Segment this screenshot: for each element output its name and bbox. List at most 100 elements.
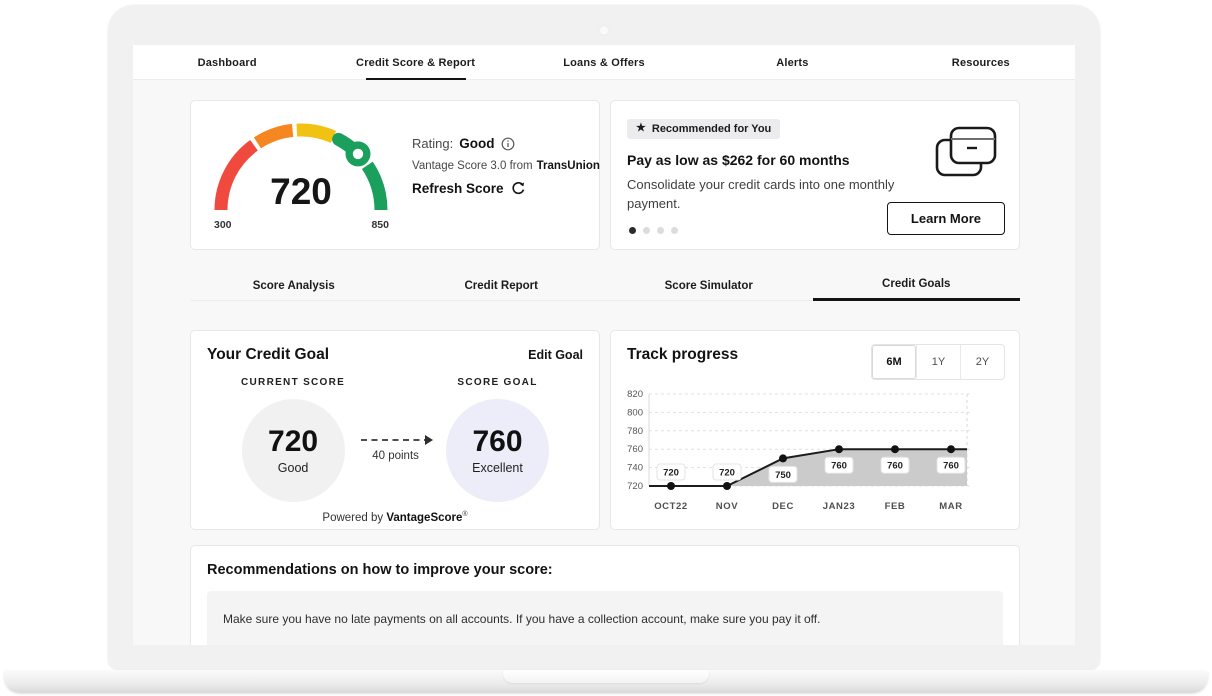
svg-text:760: 760 (887, 461, 903, 472)
gauge-segment-red (214, 140, 258, 211)
laptop-screen: Dashboard Credit Score & Report Loans & Of… (108, 5, 1100, 670)
svg-text:750: 750 (775, 470, 791, 481)
svg-text:OCT22: OCT22 (654, 501, 688, 512)
laptop-base (4, 670, 1208, 693)
tab-score-analysis[interactable]: Score Analysis (252, 279, 335, 292)
recommendations-list: Make sure you have no late payments on a… (207, 591, 1003, 645)
score-row: 720 300 850 Rating: Good (190, 100, 1020, 250)
svg-text:720: 720 (663, 468, 679, 479)
svg-text:740: 740 (627, 463, 643, 474)
gauge-max-label: 850 (371, 219, 389, 231)
provider-prefix: Vantage Score 3.0 from (412, 160, 533, 172)
tab-credit-goals[interactable]: Credit Goals (812, 270, 1020, 301)
offer-body: Consolidate your credit cards into one m… (627, 176, 895, 212)
range-button-2y[interactable]: 2Y (960, 345, 1004, 379)
rating-label: Rating: (412, 136, 454, 151)
current-score-value: 720 (268, 424, 319, 458)
credit-cards-icon (934, 124, 998, 185)
score-goal-circle: 760 Excellent (446, 399, 549, 502)
gauge-segment-orange (253, 123, 294, 149)
current-score-circle: 720 Good (241, 399, 345, 502)
nav-item-dashboard[interactable]: Dashboard (197, 56, 257, 69)
svg-text:MAR: MAR (939, 501, 962, 512)
score-goal-value: 760 (472, 424, 523, 458)
offer-card: ★ Recommended for You Pay as low as $262… (610, 100, 1020, 250)
offer-headline: Pay as low as $262 for 60 months (627, 151, 850, 168)
powered-by-prefix: Powered by (322, 511, 387, 524)
range-button-6m[interactable]: 6M (872, 345, 916, 379)
carousel-dot-1[interactable] (629, 227, 636, 234)
main-content: 720 300 850 Rating: Good (133, 80, 1075, 645)
svg-text:760: 760 (831, 461, 847, 472)
gauge-segment-yellow (296, 123, 337, 143)
score-meta: Rating: Good Vantage Scor (412, 115, 600, 249)
progress-chart-wrap: 820 800 780 760 740 720 720 720 750 760 760 760 OCT2… (627, 388, 1003, 527)
svg-text:720: 720 (627, 481, 643, 492)
powered-by-brand: VantageScore (386, 511, 463, 524)
goal-delta-block: 40 points (345, 399, 446, 502)
top-nav: Dashboard Credit Score & Report Loans & Of… (133, 45, 1075, 80)
credit-score-card: 720 300 850 Rating: Good (190, 100, 600, 250)
credit-score-gauge: 720 300 850 (206, 115, 396, 249)
gauge-svg: 720 300 850 (214, 123, 389, 231)
svg-text:DEC: DEC (772, 501, 794, 512)
recommendations-title: Recommendations on how to improve your s… (207, 562, 553, 578)
tab-score-simulator[interactable]: Score Simulator (664, 279, 753, 292)
svg-text:820: 820 (627, 389, 643, 400)
nav-item-credit-score-report[interactable]: Credit Score & Report (321, 45, 509, 80)
carousel-dots (629, 227, 678, 234)
recommendation-item: Make sure you have no late payments on a… (207, 591, 1003, 645)
nav-item-loans-offers[interactable]: Loans & Offers (563, 56, 645, 69)
webcam-dot (598, 25, 610, 36)
trackpad-notch (503, 670, 709, 683)
goal-row: Your Credit Goal Edit Goal CURRENT SCORE… (190, 330, 1020, 530)
time-range-switch: 6M 1Y 2Y (871, 344, 1005, 380)
svg-text:JAN23: JAN23 (823, 501, 856, 512)
recommendations-card: Recommendations on how to improve your s… (190, 545, 1020, 645)
carousel-dot-4[interactable] (671, 227, 678, 234)
goal-delta-label: 40 points (372, 450, 419, 462)
star-icon: ★ (636, 122, 646, 134)
score-goal-rating: Excellent (472, 460, 523, 475)
gauge-marker-hole (352, 148, 364, 160)
svg-text:720: 720 (719, 468, 735, 479)
svg-text:800: 800 (627, 407, 643, 418)
range-button-1y[interactable]: 1Y (916, 345, 960, 379)
arrow-right-icon (361, 435, 433, 445)
recommended-badge-label: Recommended for You (651, 122, 772, 135)
track-progress-card: Track progress 6M 1Y 2Y 820 800 780 760 740 720… (610, 330, 1020, 530)
report-sub-tabs: Score Analysis Credit Report Score Simulat… (190, 270, 1020, 301)
nav-item-resources[interactable]: Resources (951, 56, 1010, 69)
svg-text:FEB: FEB (885, 501, 906, 512)
edit-goal-button[interactable]: Edit Goal (528, 348, 583, 362)
registered-mark: ® (462, 511, 468, 518)
progress-card-title: Track progress (627, 346, 739, 363)
goal-card-title: Your Credit Goal (207, 346, 330, 363)
learn-more-button[interactable]: Learn More (886, 202, 1005, 235)
carousel-dot-2[interactable] (643, 227, 650, 234)
refresh-score-link[interactable]: Refresh Score (412, 181, 504, 196)
svg-text:NOV: NOV (716, 501, 738, 512)
current-score-label: CURRENT SCORE (241, 377, 346, 388)
progress-chart: 820 800 780 760 740 720 720 720 750 760 760 760 OCT2… (627, 389, 973, 512)
score-goal-label: SCORE GOAL (457, 377, 538, 388)
gauge-segment-green-lower (361, 161, 388, 211)
gauge-score-value: 720 (270, 171, 332, 212)
rating-value: Good (459, 136, 495, 151)
recommended-badge: ★ Recommended for You (627, 118, 781, 139)
info-icon[interactable] (501, 137, 515, 151)
svg-text:760: 760 (627, 444, 643, 455)
svg-text:760: 760 (943, 461, 959, 472)
credit-goal-card: Your Credit Goal Edit Goal CURRENT SCORE… (190, 330, 600, 530)
tab-credit-report[interactable]: Credit Report (464, 279, 538, 292)
current-score-rating: Good (277, 460, 309, 475)
score-goal-block: SCORE GOAL 760 Excellent (446, 377, 549, 502)
provider-name: TransUnion (536, 160, 600, 172)
refresh-icon[interactable] (511, 181, 526, 196)
powered-by: Powered by VantageScore® (207, 511, 583, 524)
nav-item-alerts[interactable]: Alerts (776, 56, 809, 69)
gauge-min-label: 300 (214, 219, 232, 231)
carousel-dot-3[interactable] (657, 227, 664, 234)
app-window: Dashboard Credit Score & Report Loans & Of… (133, 45, 1075, 645)
svg-text:780: 780 (627, 426, 643, 437)
